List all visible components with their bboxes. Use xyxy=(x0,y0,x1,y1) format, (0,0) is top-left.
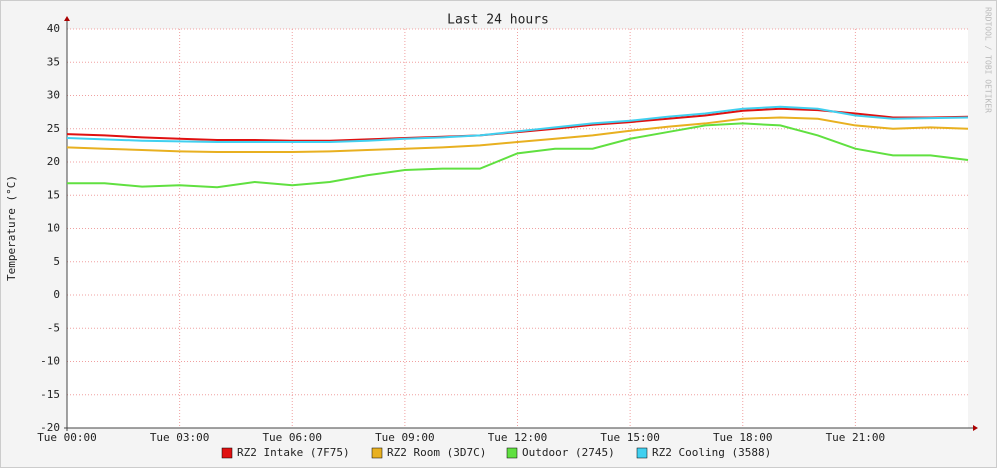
y-tick-label: 0 xyxy=(53,288,60,301)
y-axis-label: Temperature (°C) xyxy=(5,175,18,281)
x-tick-label: Tue 12:00 xyxy=(488,431,548,444)
y-tick-label: 40 xyxy=(47,22,60,35)
watermark: RRDTOOL / TOBI OETIKER xyxy=(984,7,993,113)
arrow xyxy=(973,425,978,431)
y-tick-label: 20 xyxy=(47,155,60,168)
series-line xyxy=(67,122,969,189)
y-tick-label: -20 xyxy=(40,421,60,434)
y-tick-label: -5 xyxy=(47,321,60,334)
series-line xyxy=(66,116,969,154)
y-tick-label: -15 xyxy=(40,388,60,401)
x-tick-label: Tue 18:00 xyxy=(713,431,773,444)
legend-swatch xyxy=(371,447,383,459)
chart-title: Last 24 hours xyxy=(447,13,549,28)
series-line xyxy=(66,105,969,144)
legend-swatch xyxy=(506,447,518,459)
y-tick-label: -10 xyxy=(40,355,60,368)
legend-swatch xyxy=(221,447,233,459)
y-tick-label: 35 xyxy=(47,55,60,68)
y-tick-label: 10 xyxy=(47,222,60,235)
y-tick-label: 25 xyxy=(47,122,60,135)
legend-label: RZ2 Room (3D7C) xyxy=(387,446,486,459)
y-tick-label: 15 xyxy=(47,188,60,201)
x-tick-label: Tue 09:00 xyxy=(375,431,435,444)
legend-label: RZ2 Intake (7F75) xyxy=(237,446,350,459)
y-tick-label: 30 xyxy=(47,89,60,102)
x-tick-label: Tue 21:00 xyxy=(826,431,886,444)
legend-label: Outdoor (2745) xyxy=(522,446,615,459)
legend-swatch xyxy=(636,447,648,459)
arrow xyxy=(64,16,70,21)
x-tick-label: Tue 06:00 xyxy=(262,431,322,444)
x-tick-label: Tue 00:00 xyxy=(37,431,97,444)
y-tick-label: 5 xyxy=(53,255,60,268)
legend-label: RZ2 Cooling (3588) xyxy=(652,446,771,459)
x-tick-label: Tue 15:00 xyxy=(600,431,660,444)
x-tick-label: Tue 03:00 xyxy=(150,431,210,444)
